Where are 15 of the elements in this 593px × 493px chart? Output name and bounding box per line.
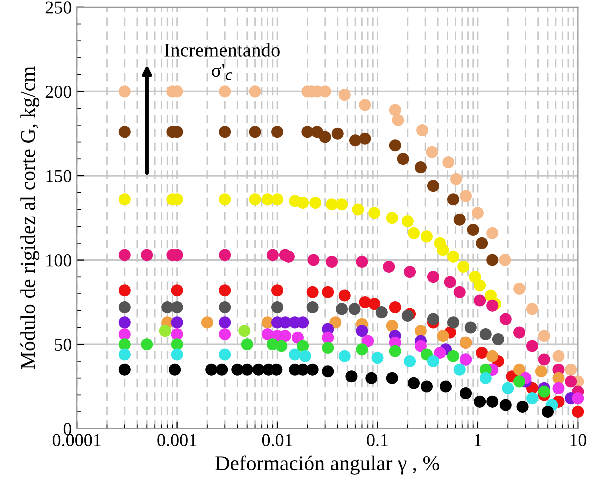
x-tick-label: 0.0001	[52, 434, 101, 447]
y-tick-label: 50	[55, 338, 72, 352]
x-tick-label: 0.01	[262, 434, 292, 447]
y-tick-label: 150	[46, 170, 72, 182]
annotation: Incrementando σ'$_{c}$	[164, 43, 280, 80]
x-tick-label: 0.001	[158, 434, 197, 447]
y-axis-title: Módulo de rigidez al corte G, kg/cm	[20, 66, 40, 370]
y-tick-label: 250	[46, 2, 72, 14]
y-tick-label: 200	[46, 86, 72, 98]
x-tick-label: 0.1	[367, 434, 388, 447]
x-axis-title: Deformación angular γ , %	[216, 456, 440, 475]
x-tick-label: 1	[475, 434, 482, 446]
y-tick-label: 0	[64, 423, 72, 436]
y-tick-label: 100	[46, 254, 72, 267]
x-tick-label: 10	[570, 434, 587, 446]
